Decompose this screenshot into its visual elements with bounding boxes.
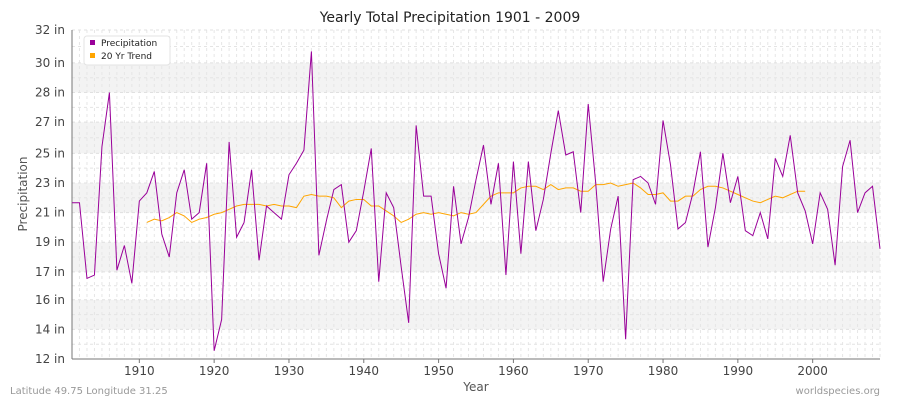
legend-label-precipitation: Precipitation [101,39,157,49]
y-tick-label: 12 in [35,352,65,366]
footer-source: worldspecies.org [796,386,880,397]
footer-location: Latitude 49.75 Longitude 31.25 [10,386,168,397]
y-tick-label: 16 in [35,293,65,307]
legend-label-20-yr-trend: 20 Yr Trend [101,52,152,62]
y-tick-label: 25 in [35,146,65,160]
y-tick-label: 27 in [35,115,65,129]
y-axis-title: Precipitation [16,156,30,231]
y-tick-label: 28 in [35,86,65,100]
x-tick-label: 1980 [648,364,679,378]
y-tick-label: 14 in [35,322,65,336]
x-tick-label: 1940 [349,364,380,378]
x-tick-label: 1960 [498,364,529,378]
x-tick-label: 1920 [199,364,230,378]
y-tick-label: 32 in [35,23,65,37]
legend-swatch-precipitation [90,40,95,45]
x-tick-labels: 1910 1920 1930 1940 1950 1960 1970 1980 1990 2000 [124,359,828,378]
series-line-20-yr-trend [146,182,806,224]
legend: Precipitation 20 Yr Trend [83,35,171,66]
horizontal-gridlines [72,29,880,360]
y-tick-label: 30 in [35,56,65,70]
x-tick-label: 2000 [797,364,828,378]
series-line-precipitation [72,51,881,351]
x-tick-label: 1930 [274,364,305,378]
x-tick-label: 1950 [423,364,454,378]
x-tick-label: 1990 [723,364,754,378]
x-tick-label: 1970 [573,364,604,378]
y-tick-label: 17 in [35,265,65,279]
y-tick-label: 23 in [35,176,65,190]
chart-title: Yearly Total Precipitation 1901 - 2009 [319,10,581,26]
y-tick-label: 19 in [35,235,65,249]
legend-box [83,35,171,66]
y-tick-label: 21 in [35,206,65,220]
legend-swatch-20-yr-trend [90,53,95,58]
y-tick-labels: 12 in 14 in 16 in 17 in 19 in 21 in 23 in 25 in… [35,23,65,366]
x-tick-label: 1910 [124,364,155,378]
x-axis-title: Year [462,380,488,394]
